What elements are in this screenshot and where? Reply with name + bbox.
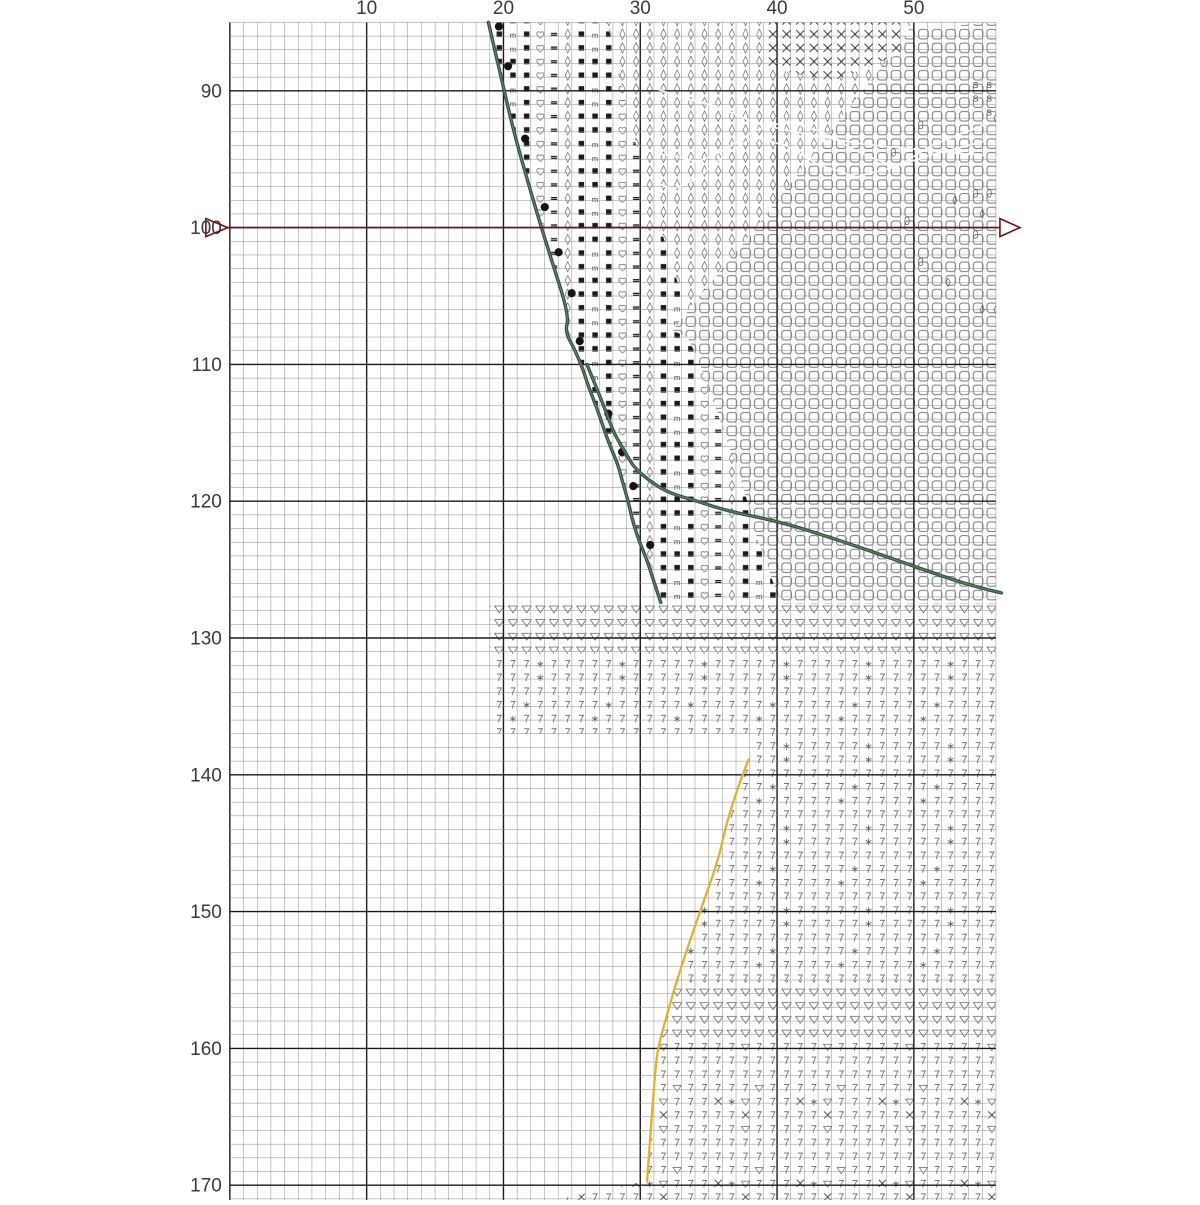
svg-text:S: S xyxy=(986,107,992,117)
svg-text:140: 140 xyxy=(190,765,222,786)
svg-text:S: S xyxy=(973,80,979,90)
svg-text:S: S xyxy=(973,94,979,104)
svg-text:160: 160 xyxy=(190,1039,222,1060)
svg-text:30: 30 xyxy=(630,0,651,19)
svg-text:110: 110 xyxy=(192,355,222,376)
svg-text:50: 50 xyxy=(903,0,924,19)
svg-text:170: 170 xyxy=(190,1176,222,1197)
svg-text:150: 150 xyxy=(190,902,222,923)
svg-text:20: 20 xyxy=(493,0,514,19)
svg-text:10: 10 xyxy=(356,0,377,19)
svg-text:40: 40 xyxy=(766,0,787,19)
svg-text:90: 90 xyxy=(201,81,222,102)
svg-text:S: S xyxy=(986,94,992,104)
svg-text:130: 130 xyxy=(190,629,222,650)
svg-text:S: S xyxy=(986,80,992,90)
svg-text:120: 120 xyxy=(190,492,222,513)
